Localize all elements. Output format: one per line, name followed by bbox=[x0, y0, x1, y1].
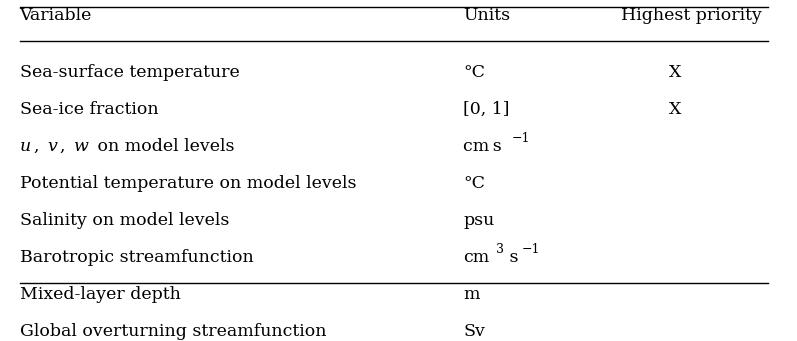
Text: 3: 3 bbox=[496, 243, 504, 256]
Text: X: X bbox=[669, 101, 681, 118]
Text: cm: cm bbox=[463, 249, 489, 266]
Text: °C: °C bbox=[463, 175, 485, 192]
Text: °C: °C bbox=[463, 64, 485, 81]
Text: s: s bbox=[506, 249, 518, 266]
Text: Mixed-layer depth: Mixed-layer depth bbox=[20, 286, 180, 303]
Text: −1: −1 bbox=[521, 243, 540, 256]
Text: Sv: Sv bbox=[463, 323, 485, 340]
Text: Salinity on model levels: Salinity on model levels bbox=[20, 212, 229, 229]
Text: w: w bbox=[73, 138, 88, 155]
Text: −1: −1 bbox=[512, 132, 530, 145]
Text: on model levels: on model levels bbox=[92, 138, 234, 155]
Text: Sea-ice fraction: Sea-ice fraction bbox=[20, 101, 159, 118]
Text: cm s: cm s bbox=[463, 138, 502, 155]
Text: X: X bbox=[669, 64, 681, 81]
Text: v: v bbox=[47, 138, 57, 155]
Text: Units: Units bbox=[463, 7, 510, 24]
Text: Highest priority: Highest priority bbox=[621, 7, 762, 24]
Text: Barotropic streamfunction: Barotropic streamfunction bbox=[20, 249, 253, 266]
Text: Global overturning streamfunction: Global overturning streamfunction bbox=[20, 323, 326, 340]
Text: Sea-surface temperature: Sea-surface temperature bbox=[20, 64, 239, 81]
Text: ,: , bbox=[60, 138, 71, 155]
Text: Variable: Variable bbox=[20, 7, 92, 24]
Text: psu: psu bbox=[463, 212, 494, 229]
Text: u: u bbox=[20, 138, 31, 155]
Text: Potential temperature on model levels: Potential temperature on model levels bbox=[20, 175, 356, 192]
Text: [0, 1]: [0, 1] bbox=[463, 101, 509, 118]
Text: ,: , bbox=[33, 138, 45, 155]
Text: m: m bbox=[463, 286, 480, 303]
